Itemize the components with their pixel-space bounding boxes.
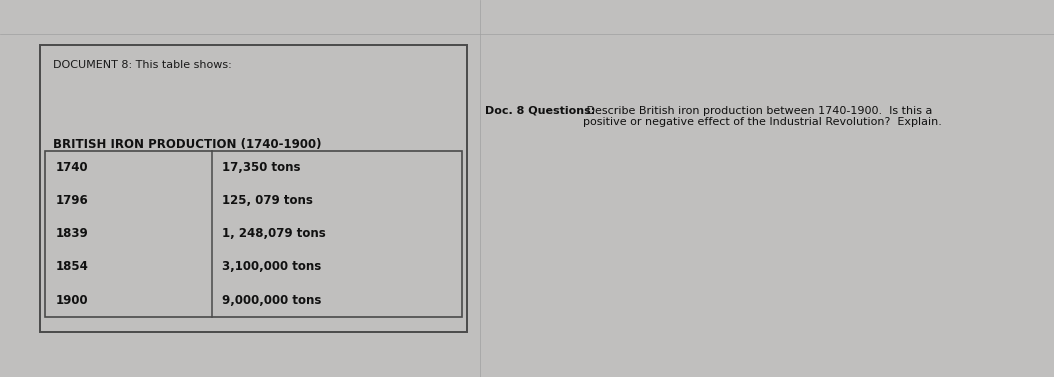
Text: 3,100,000 tons: 3,100,000 tons	[222, 261, 321, 273]
Text: Describe British iron production between 1740-1900.  Is this a
positive or negat: Describe British iron production between…	[583, 106, 941, 127]
Text: BRITISH IRON PRODUCTION (1740-1900): BRITISH IRON PRODUCTION (1740-1900)	[53, 138, 321, 150]
Text: 1839: 1839	[56, 227, 89, 240]
Text: 1854: 1854	[56, 261, 89, 273]
Text: 9,000,000 tons: 9,000,000 tons	[222, 294, 321, 307]
Text: 1740: 1740	[56, 161, 89, 174]
Text: 1900: 1900	[56, 294, 89, 307]
Text: 1796: 1796	[56, 194, 89, 207]
Text: 1, 248,079 tons: 1, 248,079 tons	[222, 227, 326, 240]
Text: 17,350 tons: 17,350 tons	[222, 161, 300, 174]
Text: DOCUMENT 8: This table shows:: DOCUMENT 8: This table shows:	[53, 60, 232, 70]
Text: Doc. 8 Questions:: Doc. 8 Questions:	[485, 106, 596, 116]
FancyBboxPatch shape	[45, 151, 462, 317]
FancyBboxPatch shape	[40, 45, 467, 332]
Text: 125, 079 tons: 125, 079 tons	[222, 194, 313, 207]
